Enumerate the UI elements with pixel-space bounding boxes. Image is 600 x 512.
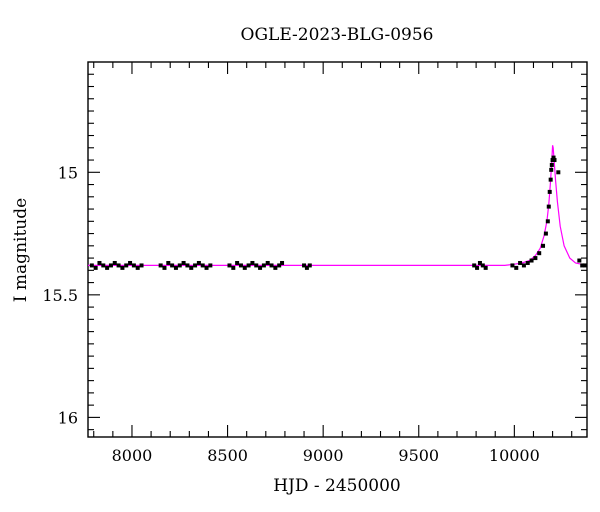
data-point [304, 265, 309, 270]
y-axis-label: I magnitude [11, 198, 31, 302]
data-point [269, 263, 274, 268]
data-point [551, 155, 556, 160]
data-point [116, 263, 121, 268]
data-point [533, 256, 538, 261]
y-tick-label: 15.5 [42, 286, 78, 305]
x-tick-label: 9500 [398, 446, 439, 465]
model-layer [88, 145, 588, 266]
data-point [193, 263, 198, 268]
data-point [254, 263, 259, 268]
data-point [514, 265, 519, 270]
plot-frame [87, 61, 588, 438]
data-point [552, 158, 557, 163]
data-point [273, 265, 278, 270]
x-axis-label: HJD - 2450000 [273, 476, 401, 496]
data-point [577, 258, 582, 263]
data-point [227, 263, 232, 268]
data-point [105, 265, 110, 270]
data-point [277, 263, 282, 268]
data-point [525, 260, 530, 265]
data-point [521, 263, 526, 268]
chart-title: OGLE-2023-BLG-0956 [241, 25, 434, 45]
data-point [543, 231, 548, 236]
data-point [139, 263, 144, 268]
data-point [537, 251, 542, 256]
data-point [302, 263, 307, 268]
x-axis-ticks [93, 62, 573, 437]
observations-layer [89, 155, 588, 270]
y-tick-label: 16 [58, 408, 78, 427]
data-point [545, 219, 550, 224]
data-point [135, 265, 140, 270]
data-point [549, 167, 554, 172]
x-tick-label: 10000 [489, 446, 540, 465]
data-point [97, 260, 102, 265]
data-point [185, 263, 190, 268]
data-point [112, 260, 117, 265]
data-point [124, 263, 129, 268]
data-point [307, 263, 312, 268]
data-point [208, 263, 213, 268]
data-point [170, 263, 175, 268]
x-tick-label: 8500 [207, 446, 248, 465]
data-point [280, 260, 285, 265]
data-point [472, 263, 477, 268]
data-point [181, 260, 186, 265]
data-point [541, 243, 546, 248]
data-point [108, 263, 113, 268]
data-point [238, 263, 243, 268]
data-point [547, 189, 552, 194]
data-point [261, 263, 266, 268]
data-point [583, 263, 588, 268]
data-point [548, 177, 553, 182]
data-point [546, 204, 551, 209]
tick-labels: 8000 8500 9000 9500 10000 15 15.5 16 [42, 163, 539, 465]
data-point [189, 265, 194, 270]
data-point [549, 162, 554, 167]
data-point [200, 263, 205, 268]
data-point [162, 265, 167, 270]
data-point [89, 263, 94, 268]
data-point [556, 170, 561, 175]
model-curve [88, 145, 588, 266]
data-point [93, 265, 98, 270]
data-point [173, 265, 178, 270]
data-point [231, 265, 236, 270]
data-point [120, 265, 125, 270]
data-point [529, 258, 534, 263]
x-tick-label: 8000 [112, 446, 153, 465]
data-point [480, 263, 485, 268]
data-point [518, 260, 523, 265]
data-point [265, 260, 270, 265]
data-point [166, 260, 171, 265]
data-point [242, 265, 247, 270]
data-point [158, 263, 163, 268]
data-point [204, 265, 209, 270]
data-point [235, 260, 240, 265]
data-point [246, 263, 251, 268]
data-point [128, 260, 133, 265]
data-point [477, 260, 482, 265]
data-point [510, 263, 515, 268]
data-point [580, 263, 585, 268]
data-point [250, 260, 255, 265]
y-axis-ticks [88, 73, 587, 431]
data-point [258, 265, 263, 270]
data-point [483, 265, 488, 270]
data-point [131, 263, 136, 268]
y-tick-label: 15 [58, 163, 78, 182]
data-point [101, 263, 106, 268]
data-point [177, 263, 182, 268]
data-point [475, 265, 480, 270]
x-tick-label: 9000 [303, 446, 344, 465]
data-point [196, 260, 201, 265]
